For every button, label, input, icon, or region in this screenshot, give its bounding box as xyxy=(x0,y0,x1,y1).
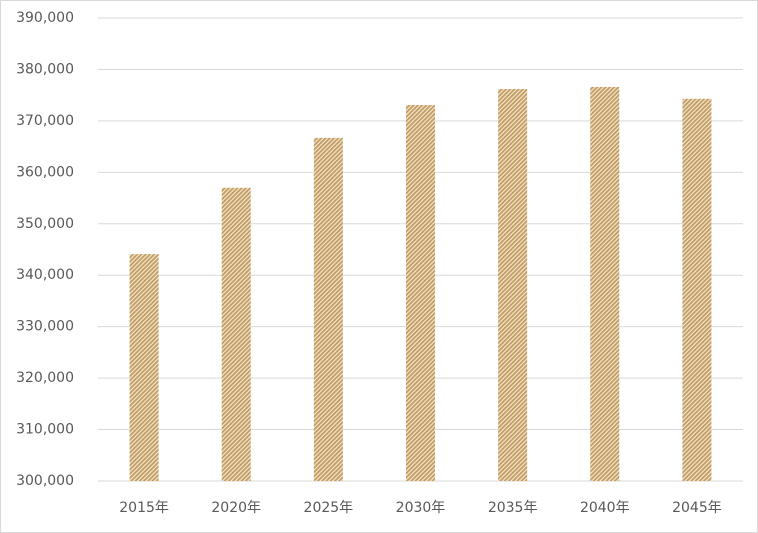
bar xyxy=(682,98,712,482)
bar xyxy=(590,86,620,482)
x-tick-label: 2030年 xyxy=(396,500,446,516)
bar xyxy=(129,254,159,481)
bar xyxy=(221,187,251,481)
y-tick-label: 380,000 xyxy=(16,61,74,77)
y-tick-label: 330,000 xyxy=(16,319,74,335)
y-tick-label: 390,000 xyxy=(16,10,74,26)
y-tick-label: 350,000 xyxy=(16,216,74,232)
x-tick-label: 2040年 xyxy=(580,500,630,516)
y-tick-label: 370,000 xyxy=(16,113,74,129)
bar xyxy=(498,88,528,481)
x-tick-label: 2015年 xyxy=(119,500,169,516)
y-tick-label: 340,000 xyxy=(16,267,74,283)
x-tick-label: 2025年 xyxy=(304,500,354,516)
y-tick-label: 300,000 xyxy=(16,473,74,489)
y-tick-label: 320,000 xyxy=(16,370,74,386)
y-tick-label: 360,000 xyxy=(16,164,74,180)
bar xyxy=(406,104,435,482)
x-tick-label: 2020年 xyxy=(211,500,261,516)
bar xyxy=(313,137,343,482)
y-tick-label: 310,000 xyxy=(16,422,74,438)
x-tick-label: 2035年 xyxy=(488,500,538,516)
x-tick-label: 2045年 xyxy=(672,500,722,516)
